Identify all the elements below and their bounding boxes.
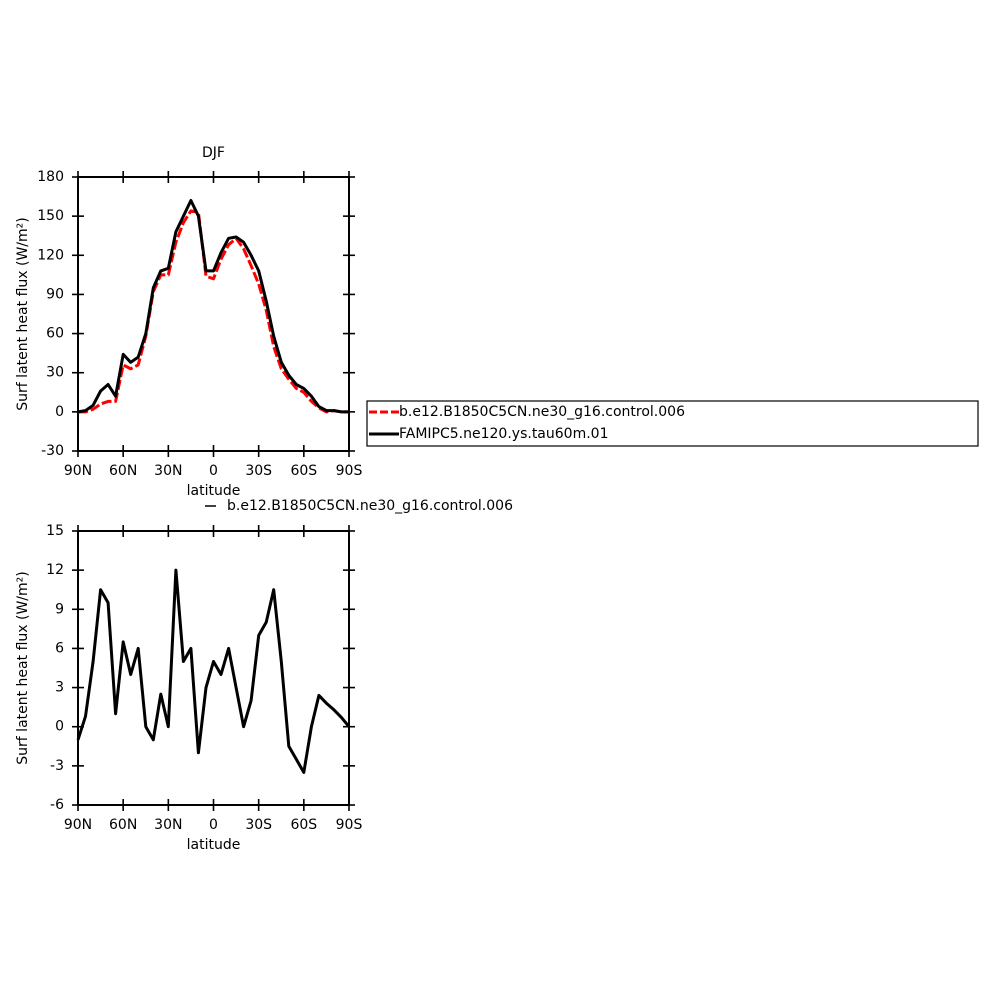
legend-label: FAMIPC5.ne120.ys.tau60m.01 (399, 426, 608, 442)
y-tick-label: -30 (41, 443, 64, 459)
y-tick-label: 150 (37, 208, 64, 224)
x-tick-label: 60N (109, 817, 137, 833)
y-tick-label: -3 (50, 758, 64, 774)
x-tick-label: 30N (154, 463, 182, 479)
x-tick-label: 60N (109, 463, 137, 479)
x-tick-label: 0 (209, 463, 218, 479)
line-series (76, 568, 351, 774)
y-axis-label: Surf latent heat flux (W/m²) (15, 217, 31, 410)
y-tick-label: 6 (55, 640, 64, 656)
x-axis-label: latitude (187, 837, 241, 853)
x-tick-label: 30S (245, 817, 272, 833)
plot-frame (77, 530, 350, 806)
x-tick-label: 90S (336, 817, 363, 833)
legend-label: b.e12.B1850C5CN.ne30_g16.control.006 (399, 404, 685, 420)
y-tick-label: 0 (55, 404, 64, 420)
y-tick-label: 3 (55, 680, 64, 696)
x-tick-label: 30S (245, 463, 272, 479)
y-tick-label: 0 (55, 719, 64, 735)
y-tick-label: 120 (37, 247, 64, 263)
y-tick-label: 15 (46, 523, 64, 539)
legend-box (366, 400, 979, 447)
y-axis-label: Surf latent heat flux (W/m²) (15, 571, 31, 764)
y-tick-label: 90 (46, 286, 64, 302)
y-tick-label: -6 (50, 797, 64, 813)
y-tick-label: 12 (46, 562, 64, 578)
plot-frame (77, 176, 350, 452)
x-tick-label: 0 (209, 817, 218, 833)
x-tick-label: 60S (290, 463, 317, 479)
x-tick-label: 30N (154, 817, 182, 833)
line-series (77, 199, 349, 414)
chart-title: DJF (202, 145, 225, 161)
y-tick-label: 9 (55, 601, 64, 617)
y-tick-label: 60 (46, 326, 64, 342)
x-tick-label: 90N (64, 817, 92, 833)
x-tick-label: 90N (64, 463, 92, 479)
y-tick-label: 30 (46, 365, 64, 381)
x-tick-label: 90S (336, 463, 363, 479)
x-axis-label: latitude (187, 483, 241, 499)
line-series (78, 209, 349, 414)
legend-label: b.e12.B1850C5CN.ne30_g16.control.006 (227, 498, 513, 514)
x-tick-label: 60S (290, 817, 317, 833)
y-tick-label: 180 (37, 169, 64, 185)
